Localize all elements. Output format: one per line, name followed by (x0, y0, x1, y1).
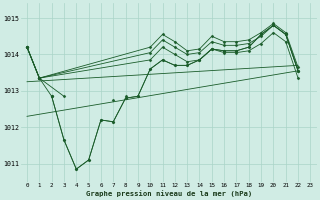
X-axis label: Graphe pression niveau de la mer (hPa): Graphe pression niveau de la mer (hPa) (85, 190, 252, 197)
